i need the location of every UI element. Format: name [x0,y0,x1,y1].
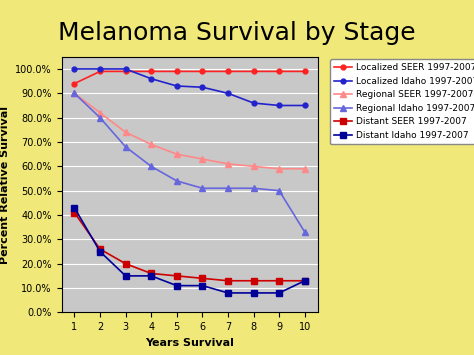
Localized SEER 1997-2007 [200,69,205,73]
Line: Distant Idaho 1997-2007: Distant Idaho 1997-2007 [72,205,308,296]
Distant Idaho 1997-2007 [97,250,103,254]
Distant Idaho 1997-2007 [200,284,205,288]
Localized Idaho 1997-2007 [97,67,103,71]
Distant SEER 1997-2007 [123,262,128,266]
Regional Idaho 1997-2007 [72,91,77,95]
Distant SEER 1997-2007 [97,247,103,251]
Regional SEER 1997-2007 [251,164,256,169]
Localized Idaho 1997-2007 [123,67,128,71]
Localized SEER 1997-2007 [148,69,154,73]
Regional Idaho 1997-2007 [276,189,282,193]
Text: Melanoma Survival by Stage: Melanoma Survival by Stage [58,21,416,45]
Distant Idaho 1997-2007 [72,206,77,210]
Y-axis label: Percent Relative Survival: Percent Relative Survival [0,105,10,264]
Distant SEER 1997-2007 [276,279,282,283]
Line: Regional SEER 1997-2007: Regional SEER 1997-2007 [71,90,308,172]
Distant Idaho 1997-2007 [276,291,282,295]
Distant SEER 1997-2007 [200,276,205,280]
Distant SEER 1997-2007 [302,279,308,283]
Distant SEER 1997-2007 [225,279,231,283]
Distant SEER 1997-2007 [72,211,77,215]
Regional Idaho 1997-2007 [97,115,103,120]
Localized SEER 1997-2007 [97,69,103,73]
Localized SEER 1997-2007 [72,81,77,86]
Distant Idaho 1997-2007 [174,284,180,288]
Line: Localized SEER 1997-2007: Localized SEER 1997-2007 [72,69,307,86]
Regional Idaho 1997-2007 [302,230,308,234]
Localized Idaho 1997-2007 [72,67,77,71]
Distant SEER 1997-2007 [251,279,256,283]
Localized Idaho 1997-2007 [174,84,180,88]
Regional Idaho 1997-2007 [174,179,180,183]
Distant Idaho 1997-2007 [148,274,154,278]
Localized SEER 1997-2007 [123,69,128,73]
Localized Idaho 1997-2007 [148,77,154,81]
Line: Regional Idaho 1997-2007: Regional Idaho 1997-2007 [71,90,308,235]
Distant Idaho 1997-2007 [302,279,308,283]
Distant Idaho 1997-2007 [225,291,231,295]
Localized SEER 1997-2007 [174,69,180,73]
Line: Distant SEER 1997-2007: Distant SEER 1997-2007 [72,210,308,284]
Localized SEER 1997-2007 [251,69,256,73]
Regional SEER 1997-2007 [174,152,180,156]
Localized SEER 1997-2007 [276,69,282,73]
Localized SEER 1997-2007 [302,69,308,73]
Regional SEER 1997-2007 [97,111,103,115]
Localized Idaho 1997-2007 [302,103,308,108]
Regional Idaho 1997-2007 [225,186,231,190]
Regional SEER 1997-2007 [225,162,231,166]
Regional SEER 1997-2007 [148,142,154,147]
X-axis label: Years Survival: Years Survival [145,338,234,348]
Line: Localized Idaho 1997-2007: Localized Idaho 1997-2007 [72,66,307,108]
Localized SEER 1997-2007 [225,69,231,73]
Regional SEER 1997-2007 [302,166,308,171]
Localized Idaho 1997-2007 [251,101,256,105]
Regional Idaho 1997-2007 [123,145,128,149]
Regional SEER 1997-2007 [200,157,205,161]
Distant SEER 1997-2007 [148,271,154,275]
Distant Idaho 1997-2007 [123,274,128,278]
Distant Idaho 1997-2007 [251,291,256,295]
Regional SEER 1997-2007 [276,166,282,171]
Localized Idaho 1997-2007 [276,103,282,108]
Regional SEER 1997-2007 [123,130,128,135]
Distant SEER 1997-2007 [174,274,180,278]
Localized Idaho 1997-2007 [225,91,231,95]
Localized Idaho 1997-2007 [200,85,205,89]
Regional Idaho 1997-2007 [251,186,256,190]
Legend: Localized SEER 1997-2007, Localized Idaho 1997-2007, Regional SEER 1997-2007, Re: Localized SEER 1997-2007, Localized Idah… [330,59,474,144]
Regional Idaho 1997-2007 [148,164,154,169]
Regional Idaho 1997-2007 [200,186,205,190]
Regional SEER 1997-2007 [72,91,77,95]
